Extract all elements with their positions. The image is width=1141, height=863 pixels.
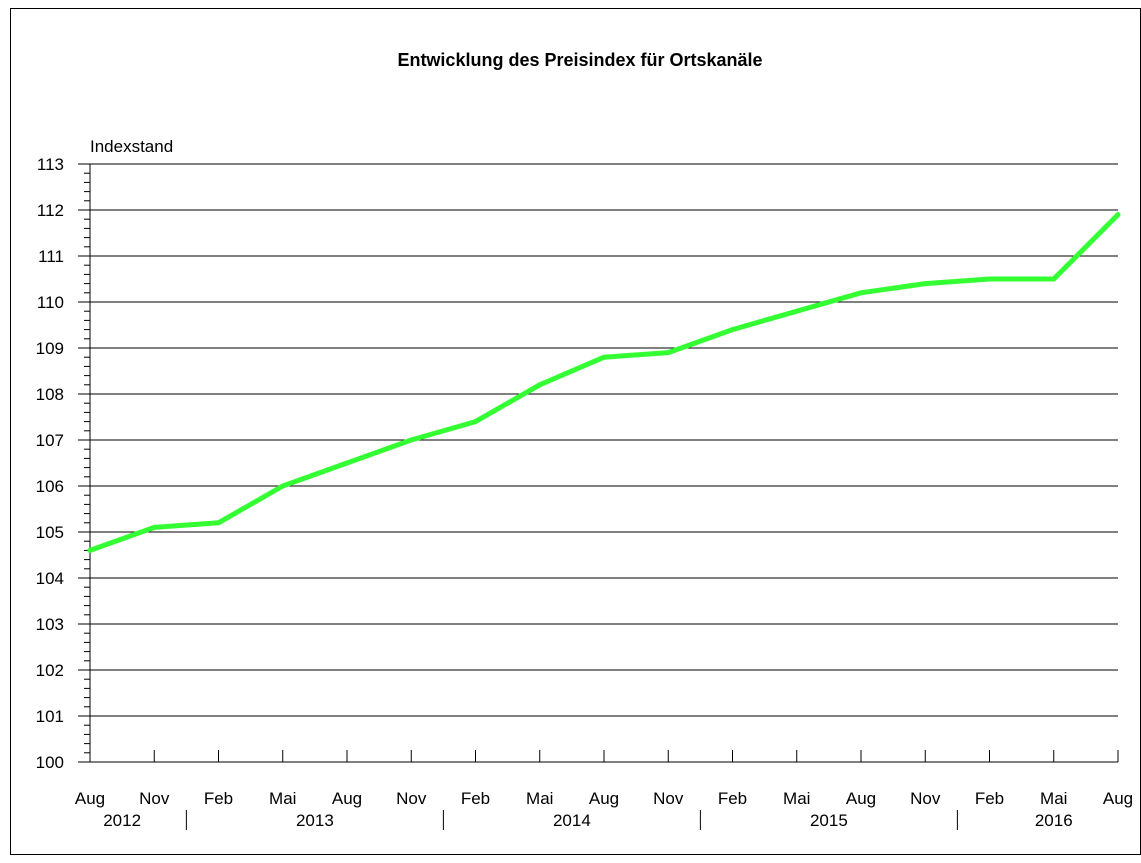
y-tick-label: 108: [36, 385, 64, 404]
y-tick-label: 105: [36, 523, 64, 542]
data-point: [794, 308, 800, 314]
y-tick-label: 107: [36, 431, 64, 450]
y-tick-label: 104: [36, 569, 64, 588]
x-tick-label: Aug: [846, 789, 876, 808]
x-tick-label: Feb: [975, 789, 1004, 808]
data-point: [473, 419, 478, 425]
data-line: [89, 212, 1120, 553]
data-point: [858, 290, 864, 296]
x-tick-label: Aug: [75, 789, 105, 808]
x-tick-label: Mai: [526, 789, 553, 808]
x-tick-label: Feb: [204, 789, 233, 808]
chart-title: Entwicklung des Preisindex für Ortskanäl…: [397, 50, 762, 70]
data-point: [987, 276, 992, 282]
data-point: [730, 327, 735, 333]
x-tick-label: Aug: [589, 789, 619, 808]
x-tick-label: Nov: [910, 789, 941, 808]
data-point: [1051, 276, 1057, 282]
chart-frame: [10, 8, 1141, 855]
x-tick-label: Mai: [783, 789, 810, 808]
data-point: [280, 483, 286, 489]
x-tick-label: Mai: [269, 789, 296, 808]
x-tick-label: Mai: [1040, 789, 1067, 808]
data-point: [922, 281, 928, 287]
series-layer: [87, 212, 1121, 553]
x-tick-label: Feb: [718, 789, 747, 808]
x-tick-label: Nov: [396, 789, 427, 808]
y-tick-label: 101: [36, 707, 64, 726]
axes: 100 101 102 103 104 105 106 107 108 109 110 111 112 1…: [36, 155, 1133, 830]
year-label: 2016: [1035, 811, 1073, 830]
data-point: [537, 382, 543, 388]
data-point: [601, 354, 607, 360]
x-tick-label: Aug: [1103, 789, 1133, 808]
year-label: 2014: [553, 811, 591, 830]
data-point: [1115, 212, 1121, 218]
year-label: 2012: [103, 811, 141, 830]
y-tick-label: 111: [38, 247, 64, 266]
data-point: [87, 547, 93, 553]
x-tick-label: Aug: [332, 789, 362, 808]
y-tick-label: 103: [36, 615, 64, 634]
x-tick-label: Feb: [461, 789, 490, 808]
y-tick-label: 110: [37, 293, 64, 312]
y-tick-label: 102: [36, 661, 64, 680]
data-point: [665, 350, 671, 356]
y-tick-label: 109: [36, 339, 64, 358]
x-tick-label: Nov: [139, 789, 170, 808]
data-point: [344, 460, 350, 466]
data-point: [151, 524, 157, 530]
y-tick-label: 112: [37, 201, 64, 220]
grid-lines: [90, 163, 1118, 763]
year-label: 2015: [810, 811, 848, 830]
data-point: [408, 437, 414, 443]
x-tick-label: Nov: [653, 789, 684, 808]
y-axis-label: Indexstand: [90, 137, 173, 156]
y-tick-label: 106: [36, 477, 64, 496]
y-tick-label: 100: [36, 753, 64, 772]
y-tick-label: 113: [37, 155, 64, 174]
data-point: [216, 520, 221, 526]
year-label: 2013: [296, 811, 334, 830]
